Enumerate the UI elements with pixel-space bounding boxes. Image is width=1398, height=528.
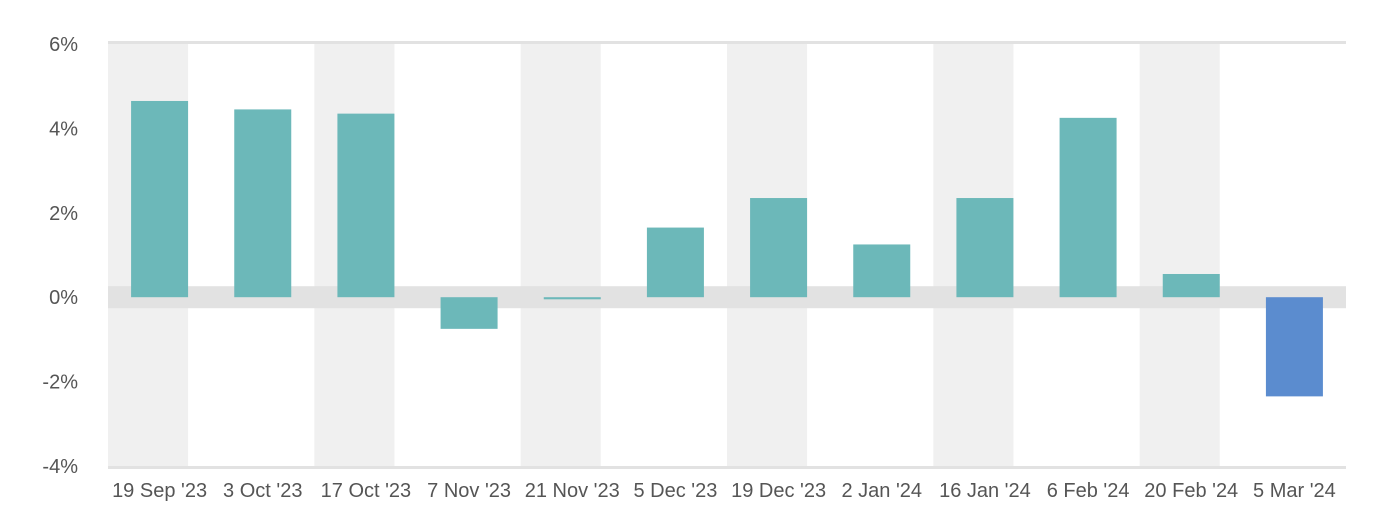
x-tick-label: 2 Jan '24: [841, 480, 922, 502]
top-border: [108, 41, 1346, 44]
y-tick-label: -2%: [42, 372, 78, 394]
bar: [131, 100, 189, 298]
y-tick-label: -4%: [42, 456, 78, 478]
x-tick-label: 20 Feb '24: [1144, 480, 1238, 502]
column-stripe: [520, 44, 601, 466]
zero-band-rect: [108, 286, 1346, 309]
x-tick-label: 5 Mar '24: [1253, 480, 1336, 502]
bar: [853, 244, 911, 298]
bar: [1059, 117, 1117, 298]
y-axis: 6% 4% 2% 0% -2% -4%: [42, 34, 78, 478]
x-tick-label: 21 Nov '23: [525, 480, 620, 502]
x-axis: 19 Sep '23 3 Oct '23 17 Oct '23 7 Nov '23 21…: [112, 480, 1336, 502]
bar: [234, 109, 292, 298]
y-tick-label: 0%: [49, 287, 78, 309]
zero-band: [108, 286, 1346, 309]
column-stripe: [1139, 44, 1220, 466]
plot-frame: [108, 41, 1346, 469]
bottom-border: [108, 466, 1346, 469]
x-tick-label: 16 Jan '24: [939, 480, 1031, 502]
bar: [956, 198, 1014, 298]
y-tick-label: 4%: [49, 118, 78, 140]
bar: [750, 198, 808, 298]
y-tick-label: 6%: [49, 34, 78, 56]
bar: [543, 297, 601, 300]
bars: [131, 100, 1323, 397]
bar: [440, 297, 498, 329]
x-tick-label: 19 Sep '23: [112, 480, 207, 502]
x-tick-label: 6 Feb '24: [1047, 480, 1130, 502]
bar: [337, 113, 395, 298]
x-tick-label: 7 Nov '23: [427, 480, 511, 502]
x-tick-label: 3 Oct '23: [223, 480, 302, 502]
x-tick-label: 19 Dec '23: [731, 480, 826, 502]
bar: [1265, 297, 1323, 397]
x-tick-label: 5 Dec '23: [633, 480, 717, 502]
x-tick-label: 17 Oct '23: [321, 480, 412, 502]
y-tick-label: 2%: [49, 203, 78, 225]
bar: [646, 227, 704, 298]
bar: [1162, 273, 1220, 298]
